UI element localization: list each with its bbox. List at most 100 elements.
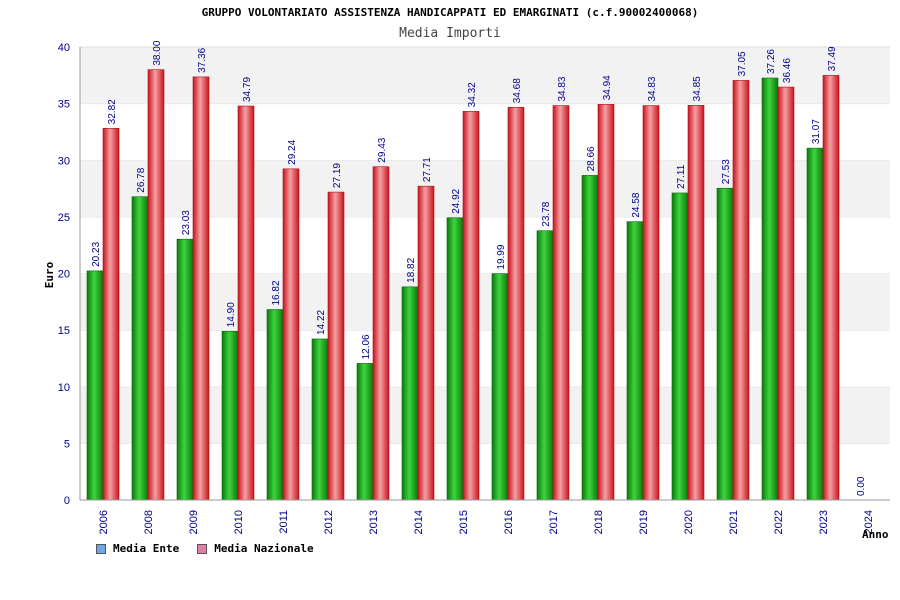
y-tick-label: 0 [64,495,70,507]
bar-media-nazionale [552,105,570,501]
plot-band [80,47,890,104]
x-tick-label: 2019 [638,510,650,534]
plot-band [80,330,890,387]
y-tick-label: 30 [58,155,70,167]
value-label-ente: 18.82 [406,257,417,282]
bar-media-nazionale [507,106,525,501]
bar-media-nazionale [102,128,120,501]
y-tick-label: 20 [58,269,70,281]
value-label-nazionale: 34.83 [557,76,568,101]
value-label-ente: 24.92 [451,188,462,213]
bar-media-nazionale [327,191,345,501]
bar-media-nazionale [777,86,795,501]
plot-band [80,160,890,217]
value-label-nazionale: 34.79 [242,77,253,102]
value-label-nazionale: 27.19 [332,163,343,188]
x-tick-label: 2015 [458,510,470,534]
legend-swatch-nazionale [197,543,208,554]
value-label-ente: 31.07 [811,119,822,144]
value-label-ente: 12.06 [361,334,372,359]
y-axis-ticks: 0 5 10 15 20 25 30 35 40 [58,42,70,507]
value-label-nazionale: 37.36 [197,47,208,72]
plot-band [80,216,890,274]
value-label-ente: 23.78 [541,201,552,226]
bar-media-ente [536,230,554,501]
legend-label-ente: Media Ente [113,542,180,555]
chart-subtitle: Media Importi [399,26,501,41]
bar-media-ente [761,77,779,501]
bar-media-nazionale [462,111,480,501]
value-label-nazionale: 36.46 [782,58,793,83]
y-tick-label: 35 [58,99,70,111]
value-label-nazionale: 37.05 [737,51,748,76]
bar-media-ente [581,175,599,501]
plot-band [80,386,890,444]
bar-media-ente [671,192,689,501]
bar-media-ente [626,221,644,501]
y-tick-label: 5 [64,438,70,450]
x-axis-label: Anno [862,528,889,541]
value-label-nazionale: 38.00 [152,40,163,65]
value-label-nazionale: 37.49 [827,46,838,71]
bar-media-ente [491,273,509,501]
legend-item-ente: Media Ente [96,542,179,555]
bar-media-ente [401,286,419,501]
legend: Media Ente Media Nazionale [96,542,314,555]
bar-media-nazionale [642,105,660,501]
x-tick-label: 2024 [863,510,875,534]
value-label-nazionale: 34.32 [467,82,478,107]
plot-band [80,443,890,500]
bar-media-ente [176,238,194,501]
bar-media-ente [806,147,824,501]
bar-media-ente [311,338,329,501]
value-label-nazionale: 29.24 [287,139,298,164]
y-tick-label: 15 [58,325,70,337]
bar-media-nazionale [192,76,210,501]
y-axis-label: Euro [43,261,56,288]
bar-media-nazionale [597,104,615,501]
value-label-ente: 23.03 [181,210,192,235]
value-label-nazionale: 34.68 [512,78,523,103]
bar-media-nazionale [687,105,705,501]
value-label-nazionale: 32.82 [107,99,118,124]
value-label-ente: 37.26 [766,49,777,74]
x-tick-label: 2013 [368,510,380,534]
bar-media-ente [266,309,284,501]
bar-media-ente [356,363,374,501]
value-label-ente: 20.23 [91,241,102,266]
bar-media-nazionale [237,105,255,501]
bar-media-nazionale [372,166,390,501]
bar-media-nazionale [732,80,750,501]
plot-band [80,103,890,161]
x-tick-label: 2022 [773,510,785,534]
bar-media-nazionale [147,69,165,501]
plot-band [80,273,890,331]
chart-title: GRUPPO VOLONTARIATO ASSISTENZA HANDICAPP… [202,6,699,19]
value-label-nazionale: 29.43 [377,137,388,162]
bar-media-nazionale [417,185,435,501]
value-label-nazionale: 34.83 [647,76,658,101]
value-label-ente: 28.66 [586,146,597,171]
y-tick-label: 40 [58,42,70,54]
x-tick-label: 2011 [278,510,290,534]
y-tick-label: 10 [58,382,70,394]
x-tick-label: 2014 [413,510,425,534]
value-label-ente: 27.11 [676,164,687,189]
value-label-ente: 24.58 [631,192,642,217]
x-tick-label: 2006 [98,510,110,534]
x-axis-ticks: 2006 2008 2009 2010 2011 2012 2013 2014 2015 2016… [98,510,875,534]
legend-item-nazionale: Media Nazionale [197,542,314,555]
x-tick-label: 2009 [188,510,200,534]
y-tick-label: 25 [58,212,70,224]
value-label-nazionale: 34.85 [692,76,703,101]
value-label-ente: 27.53 [721,159,732,184]
bar-media-ente [446,217,464,501]
x-tick-label: 2008 [143,510,155,534]
legend-label-nazionale: Media Nazionale [214,542,314,555]
value-label-nazionale: 34.94 [602,75,613,100]
bar-media-ente [716,187,734,501]
plot-background [80,46,890,500]
x-tick-label: 2012 [323,510,335,534]
x-tick-label: 2017 [548,510,560,534]
